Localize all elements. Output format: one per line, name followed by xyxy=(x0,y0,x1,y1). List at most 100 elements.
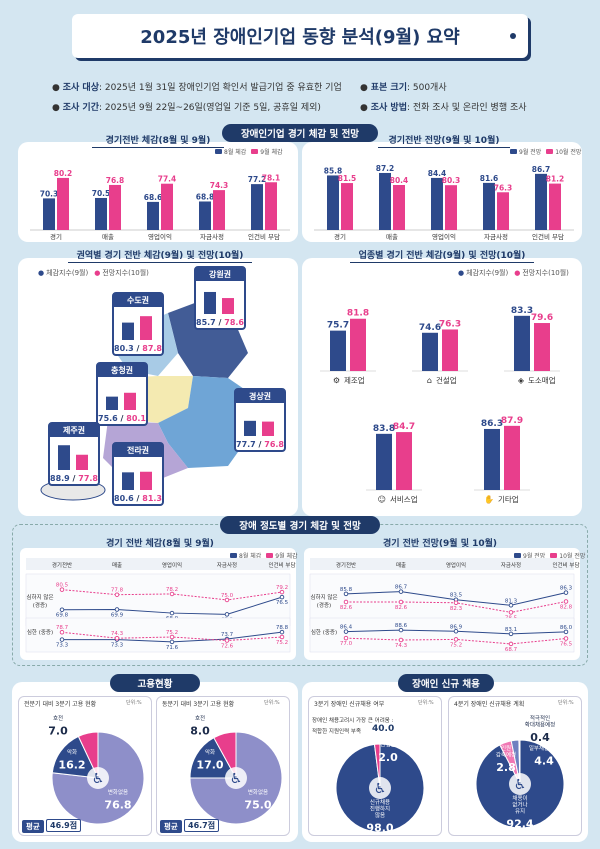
c2-label-4-0: 86.7 xyxy=(532,165,551,174)
c6-val-1-0-1: 88.6 xyxy=(395,623,408,629)
p3-slabel-1-1: 진행함 xyxy=(380,741,395,749)
region-chungcheong-bars xyxy=(106,392,136,410)
p2-avg-label: 평균 xyxy=(160,820,182,833)
c6-val-1-0-2: 86.9 xyxy=(450,624,463,630)
c6-group-sub-0: (경증) xyxy=(317,602,331,609)
region-sudogwon-v1: 80.3 xyxy=(114,344,134,353)
region-jeju-v2: 77.8 xyxy=(78,474,98,483)
c1-title: 경기전반 체감(8월 및 9월) xyxy=(92,133,224,148)
c6-val-0-1-1: 82.6 xyxy=(395,605,408,611)
c4-tick-4: 기타업 xyxy=(498,495,519,504)
region-chungcheong-values: 75.6 / 80.1 xyxy=(98,414,146,423)
map-gyeongsang xyxy=(158,376,250,468)
c1-legend-b: 9월 체감 xyxy=(260,149,283,156)
c1-legend-swatch-b xyxy=(251,149,259,154)
c6-pt-0-1-1 xyxy=(398,599,404,605)
c5-group-label-1: 심한 (중증) xyxy=(27,628,53,636)
c4-label-0-0: 75.7 xyxy=(327,321,349,331)
p4-slabel-1-0: 일부채용예정 xyxy=(529,744,559,752)
c5-val-1-1-3: 72.6 xyxy=(221,644,234,650)
p4-svalue-0: 92.4 xyxy=(506,818,533,831)
pie1: ♿변화없음 76.8 악화 16.2 호전 7.0 xyxy=(48,714,145,825)
c5-val-1-0-0: 73.3 xyxy=(56,643,69,649)
region-sudogwon-values: 80.3 / 87.8 xyxy=(114,344,162,353)
region-gyeongsang-name: 경상권 xyxy=(236,390,284,403)
c3-bar-0-0 xyxy=(122,322,134,340)
c1-label-0-0: 70.3 xyxy=(40,189,59,198)
c4-bar-1-1 xyxy=(442,329,458,371)
c1-label-1-1: 76.8 xyxy=(106,176,125,185)
p3-title: 3분기 장애인 신규채용 여부 xyxy=(314,701,385,708)
c6-title-text: 경기 전반 전망(9월 및 10월) xyxy=(382,539,498,549)
p4-center xyxy=(509,773,531,795)
c2-label-2-1: 80.3 xyxy=(442,176,461,185)
c4-bar-2-1 xyxy=(534,323,550,371)
info-method-label: 조사 방법 xyxy=(370,103,407,113)
c4-tick-0: 제조업 xyxy=(344,376,365,385)
region-gangwon: 강원권 85.7 / 78.6 xyxy=(194,266,246,330)
c6-pt-0-0-1 xyxy=(398,589,404,594)
c4-legend-dot-a: ● xyxy=(458,269,465,277)
p3-slabel-0-0: 신규채용 xyxy=(370,798,390,806)
c5-val-0-0-1: 69.9 xyxy=(111,613,124,619)
c5-group-sub-0: (경증) xyxy=(33,602,47,609)
region-chungcheong-v2: 80.1 xyxy=(126,414,146,423)
c6-pt-0-1-2 xyxy=(453,600,459,606)
c2-bar-4-0 xyxy=(535,173,547,230)
c6-pt-0-0-0 xyxy=(343,591,349,597)
c6-val-0-0-1: 86.7 xyxy=(395,585,408,591)
c2-legend-a: 9월 전망 xyxy=(519,149,542,156)
p4-person-icon: ♿ xyxy=(514,777,527,793)
c1-bar-0-0 xyxy=(43,198,55,230)
region-gyeongsang-v2: 76.8 xyxy=(264,440,284,449)
c6-val-1-1-3: 68.7 xyxy=(505,647,518,653)
section3-text: 고용현황 xyxy=(137,679,173,690)
region-chungcheong-name: 충청권 xyxy=(98,364,146,377)
c5-val-1-0-1: 73.3 xyxy=(111,643,124,649)
region-gangwon-values: 85.7 / 78.6 xyxy=(196,318,244,327)
c1-legend: 8월 체감 9월 체감 xyxy=(215,147,283,156)
info-sample-value: : 500개사 xyxy=(406,83,447,93)
section2-pill: 장애 정도별 경기 체감 및 전망 xyxy=(220,516,380,534)
p1-unit: 단위:% xyxy=(126,700,142,706)
p1-center xyxy=(87,767,109,789)
c6-val-0-1-4: 82.8 xyxy=(560,604,573,610)
c1-label-1-0: 70.5 xyxy=(92,189,111,198)
p1-slabel-1-0: 악화 xyxy=(67,748,77,756)
c4-legend: ● 체감지수(9월) ● 전망지수(10월) xyxy=(458,268,569,278)
c6-val-0-0-3: 81.3 xyxy=(505,598,518,604)
c6-legend-a: 9월 전망 xyxy=(523,553,546,560)
c6-pt-1-0-3 xyxy=(508,631,514,637)
c4-label-0-1: 81.8 xyxy=(347,309,369,319)
c6-pt-1-0-2 xyxy=(453,629,459,634)
c6-legend-swatch-b xyxy=(550,553,558,558)
c6-val-0-1-0: 82.6 xyxy=(340,605,353,611)
c2-legend-swatch-b xyxy=(546,149,554,154)
c3-bar-0-1 xyxy=(140,316,152,340)
region-jeju-name: 제주권 xyxy=(50,424,98,437)
c6-group-label-0: 심하지 않은 xyxy=(310,593,337,601)
section1-pill: 장애인기업 경기 체감 및 전망 xyxy=(222,124,378,142)
c5-col-4: 인건비 부담 xyxy=(268,561,295,569)
section4-text: 장애인 신규 채용 xyxy=(412,679,480,690)
c4-legend-dot-b: ● xyxy=(514,269,521,277)
c5-pt-1-1-0 xyxy=(59,629,65,635)
c1-legend-swatch-a xyxy=(215,149,222,154)
section2-text: 장애 정도별 경기 체감 및 전망 xyxy=(239,521,361,532)
region-gangwon-v1: 85.7 xyxy=(196,318,216,327)
region-jeju-v1: 88.9 xyxy=(50,474,70,483)
c2-label-2-0: 84.4 xyxy=(428,169,447,178)
c3-bar-5-0 xyxy=(122,472,134,490)
pie1-card xyxy=(18,696,152,836)
c4-label-2-1: 79.6 xyxy=(531,313,553,323)
p4-slice-3 xyxy=(518,739,521,785)
c6-pt-1-1-0 xyxy=(343,635,349,641)
c1-bar-1-0 xyxy=(95,197,107,230)
c5-val-0-1-1: 77.8 xyxy=(111,588,124,594)
c4-icon-4: ✋ xyxy=(484,494,494,504)
c2-label-3-1: 76.3 xyxy=(494,183,513,192)
c1-tick-1: 매출 xyxy=(102,232,114,241)
c6-pt-1-1-2 xyxy=(453,637,459,642)
